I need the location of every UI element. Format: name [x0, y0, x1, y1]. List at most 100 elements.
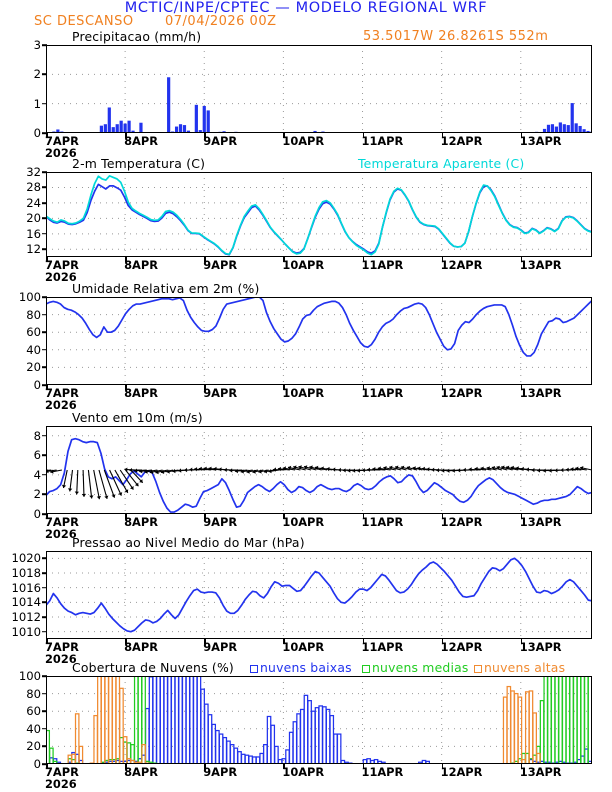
x-axis-tick — [283, 257, 285, 262]
y-axis-tick — [42, 763, 47, 765]
y-axis-label-clouds-0: 0 — [33, 757, 41, 771]
y-axis-tick — [42, 675, 47, 677]
station-name: SC DESCANSO — [34, 14, 134, 29]
y-axis-label-wind-2: 4 — [33, 467, 41, 482]
x-axis-tick — [283, 133, 285, 138]
panel-title-clouds: Cobertura de Nuvens (%) — [72, 660, 234, 675]
legend-swatch-2 — [474, 665, 482, 673]
x-axis-label-temperature-2: 9APR — [203, 258, 238, 272]
y-axis-tick — [42, 132, 47, 134]
chart-panel-clouds — [46, 676, 592, 764]
x-axis-tick — [362, 764, 365, 769]
x-axis-label-wind-4: 11APR — [361, 515, 404, 529]
x-axis-label-clouds-0: 7APR — [45, 765, 79, 779]
x-axis-label-humidity-2: 9APR — [203, 386, 238, 400]
x-axis-label-temperature-1: 8APR — [124, 258, 158, 272]
y-axis-label-pressure-0: 1010 — [11, 624, 41, 639]
x-axis-label-humidity-0: 7APR — [45, 386, 79, 400]
panel-title-precipitation: Precipitacao (mm/h) — [72, 29, 202, 44]
y-axis-label-pressure-3: 1016 — [11, 580, 41, 595]
series-line — [46, 297, 592, 357]
x-axis-tick — [46, 764, 48, 769]
gridlines — [46, 676, 592, 764]
x-axis-label-precipitation-1: 8APR — [124, 134, 158, 148]
x-axis-label-pressure-6: 13APR — [519, 640, 562, 654]
x-axis-tick — [362, 133, 365, 138]
station-coordinates: 53.5017W 26.8261S 552m — [363, 29, 549, 44]
x-axis-tick — [441, 385, 444, 390]
y-axis-tick — [42, 44, 47, 46]
y-axis-tick — [42, 513, 47, 515]
x-axis-tick — [46, 385, 48, 390]
panel-title-pressure: Pressao ao Nivel Medio do Mar (hPa) — [72, 535, 305, 550]
y-axis-label-humidity-0: 0 — [33, 378, 41, 392]
y-axis-tick — [42, 313, 47, 316]
y-axis-label-pressure-1: 1012 — [11, 610, 41, 624]
legend-label-0: nuvens baixas — [260, 660, 352, 675]
x-axis-tick — [125, 764, 127, 769]
y-axis-label-temperature-4: 28 — [26, 180, 41, 195]
y-axis-tick — [42, 710, 47, 712]
y-axis-label-pressure-2: 1014 — [11, 595, 41, 610]
y-axis-tick — [42, 73, 47, 76]
legend-label-2: nuvens altas — [484, 660, 566, 675]
chart-panel-temperature — [46, 172, 592, 257]
x-axis-label-pressure-1: 8APR — [124, 640, 158, 654]
x-axis-label-humidity-6: 13APR — [519, 386, 562, 400]
y-axis-tick — [42, 616, 47, 618]
y-axis-label-temperature-3: 24 — [26, 195, 41, 210]
plot-frame — [46, 676, 592, 764]
y-axis-label-wind-1: 2 — [33, 487, 41, 502]
y-axis-tick — [42, 331, 47, 333]
x-axis-year-clouds: 2026 — [45, 777, 77, 791]
panel-title-temperature: 2-m Temperatura (C) — [72, 156, 206, 171]
x-axis-tick — [125, 257, 127, 262]
x-axis-label-precipitation-5: 12APR — [440, 134, 483, 148]
x-axis-tick — [204, 764, 206, 769]
x-axis-year-precipitation: 2026 — [45, 146, 77, 160]
y-axis-tick — [42, 434, 47, 437]
x-axis-label-precipitation-3: 10APR — [282, 134, 325, 148]
y-axis-label-precipitation-3: 3 — [33, 38, 41, 52]
legend-swatch-1 — [362, 665, 370, 673]
y-axis-tick — [42, 454, 47, 457]
x-axis-tick — [283, 639, 285, 644]
page-title: MCTIC/INPE/CPTEC — MODELO REGIONAL WRF — [124, 0, 488, 16]
chart-panel-pressure — [46, 551, 592, 639]
x-axis-tick — [125, 385, 127, 390]
y-axis-tick — [42, 586, 47, 589]
y-axis-label-clouds-1: 20 — [26, 739, 41, 754]
y-axis-label-humidity-2: 40 — [26, 342, 41, 357]
legend-item-2: nuvens altas — [474, 660, 565, 675]
y-axis-label-precipitation-1: 1 — [33, 96, 41, 111]
y-axis-tick — [42, 572, 47, 574]
x-axis-year-humidity: 2026 — [45, 398, 77, 412]
y-axis-label-temperature-1: 16 — [26, 226, 41, 241]
y-axis-label-pressure-4: 1018 — [11, 566, 41, 580]
series-line-1 — [46, 175, 592, 256]
y-axis-tick — [42, 630, 47, 633]
series-line — [46, 437, 592, 513]
gridlines — [46, 45, 592, 133]
chart-panel-wind — [46, 426, 592, 514]
x-axis-tick — [520, 133, 523, 138]
gridlines — [46, 297, 592, 385]
y-axis-tick — [42, 217, 47, 220]
model-run-datetime: 07/04/2026 00Z — [165, 14, 277, 29]
y-axis-label-wind-4: 8 — [33, 428, 41, 443]
plot-area-clouds — [46, 676, 592, 764]
y-axis-tick — [42, 692, 47, 695]
y-axis-tick — [42, 366, 47, 369]
y-axis-tick — [42, 233, 47, 235]
plot-area-pressure — [46, 551, 592, 639]
x-axis-tick — [441, 639, 444, 644]
gridlines — [46, 551, 592, 639]
x-axis-year-wind: 2026 — [45, 527, 77, 541]
y-axis-label-humidity-4: 80 — [26, 307, 41, 322]
x-axis-label-precipitation-6: 13APR — [519, 134, 562, 148]
y-axis-label-clouds-4: 80 — [26, 686, 41, 701]
x-axis-tick — [362, 639, 365, 644]
y-axis-label-temperature-0: 12 — [26, 242, 41, 257]
x-axis-tick — [46, 514, 48, 519]
y-axis-label-wind-3: 6 — [33, 448, 41, 463]
